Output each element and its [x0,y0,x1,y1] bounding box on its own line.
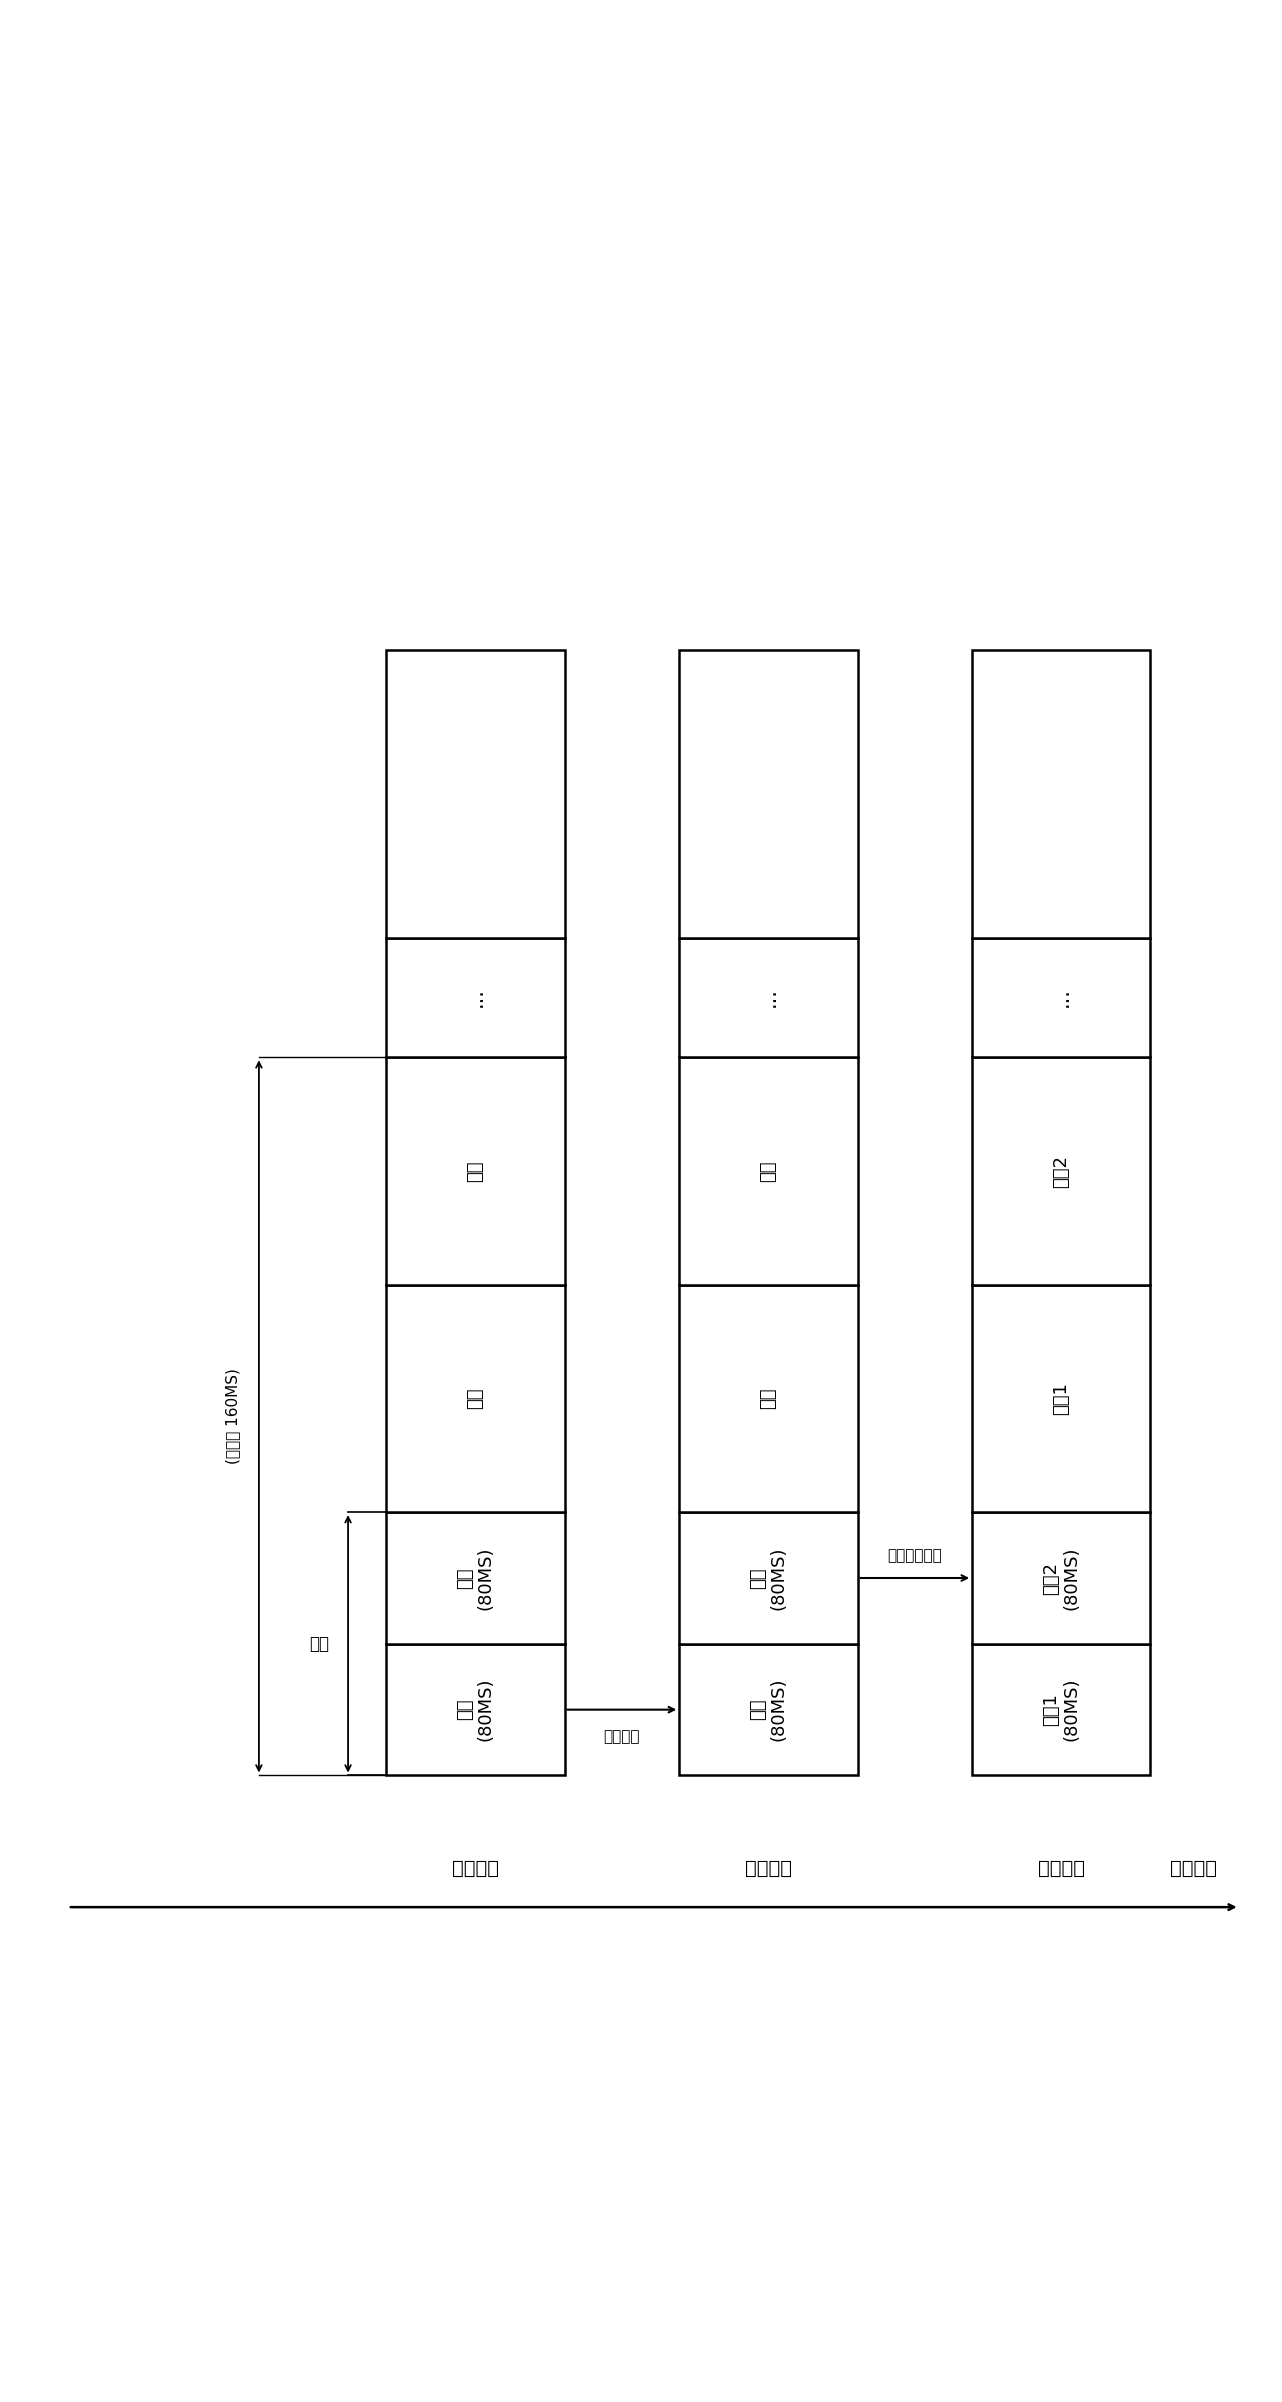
Text: 空闲: 空闲 [467,1160,485,1182]
Bar [679,937,858,1057]
Text: 发射: 发射 [467,1388,485,1410]
Bar [386,937,564,1057]
Text: 直接发送: 直接发送 [604,1729,640,1744]
Text: 转发: 转发 [759,1160,777,1182]
Text: 空闲时隙转发: 空闲时隙转发 [887,1549,942,1564]
Text: 接收: 接收 [759,1388,777,1410]
Text: 被叫终端: 被叫终端 [1038,1859,1085,1878]
Text: 接占2
(80MS): 接占2 (80MS) [1042,1547,1081,1609]
Text: 中转设备: 中转设备 [745,1859,792,1878]
Text: 接占1: 接占1 [1053,1381,1070,1415]
Bar [386,1643,564,1775]
Bar [679,1057,858,1285]
Text: 接占1
(80MS): 接占1 (80MS) [1042,1679,1081,1741]
Text: ...: ... [1051,987,1072,1006]
Bar [972,651,1150,937]
Bar [386,1285,564,1513]
Text: 发射
(80MS): 发射 (80MS) [456,1679,495,1741]
Bar [386,1057,564,1285]
Text: ...: ... [465,987,486,1006]
Text: (单频点 160MS): (单频点 160MS) [224,1369,240,1465]
Text: 压缩: 压缩 [309,1636,329,1653]
Bar [679,651,858,937]
Bar [972,1513,1150,1643]
Text: 接收
(80MS): 接收 (80MS) [749,1679,787,1741]
Bar [386,651,564,937]
Text: 择优处理: 择优处理 [1169,1859,1217,1878]
Bar [972,937,1150,1057]
Bar [972,1643,1150,1775]
Text: ...: ... [759,987,778,1006]
Text: 转发
(80MS): 转发 (80MS) [749,1547,787,1609]
Bar [679,1285,858,1513]
Bar [679,1643,858,1775]
Bar [972,1057,1150,1285]
Text: 接占2: 接占2 [1053,1155,1070,1187]
Text: 主叫终端: 主叫终端 [453,1859,499,1878]
Bar [679,1513,858,1643]
Text: 空闲
(80MS): 空闲 (80MS) [456,1547,495,1609]
Bar [972,1285,1150,1513]
Bar [386,1513,564,1643]
